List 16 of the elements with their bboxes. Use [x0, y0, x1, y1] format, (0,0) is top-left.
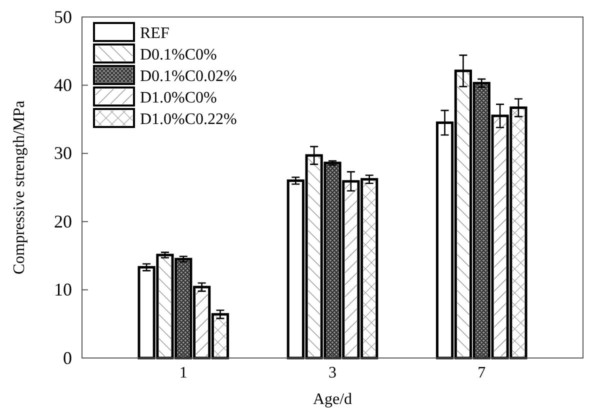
- legend-label: D0.1%C0%: [140, 46, 217, 64]
- y-tick-label: 40: [54, 74, 72, 95]
- y-tick-label: 50: [54, 6, 72, 27]
- legend-label: D0.1%C0.02%: [140, 68, 237, 85]
- x-axis-title: Age/d: [312, 391, 352, 408]
- legend-label: D1.0%C0%: [140, 90, 217, 106]
- legend-label: REF: [140, 25, 170, 42]
- legend-label: D1.0%C0.22%: [140, 111, 237, 128]
- x-tick-label: 7: [478, 364, 486, 382]
- x-tick-label: 1: [179, 364, 188, 382]
- y-tick-label: 0: [63, 348, 72, 368]
- y-tick-label: 20: [54, 211, 72, 232]
- x-tick-label: 3: [328, 364, 336, 382]
- y-tick-label: 10: [54, 280, 72, 300]
- y-tick-label: 30: [54, 143, 72, 164]
- y-axis-title: Compressive strength/MPa: [11, 100, 28, 274]
